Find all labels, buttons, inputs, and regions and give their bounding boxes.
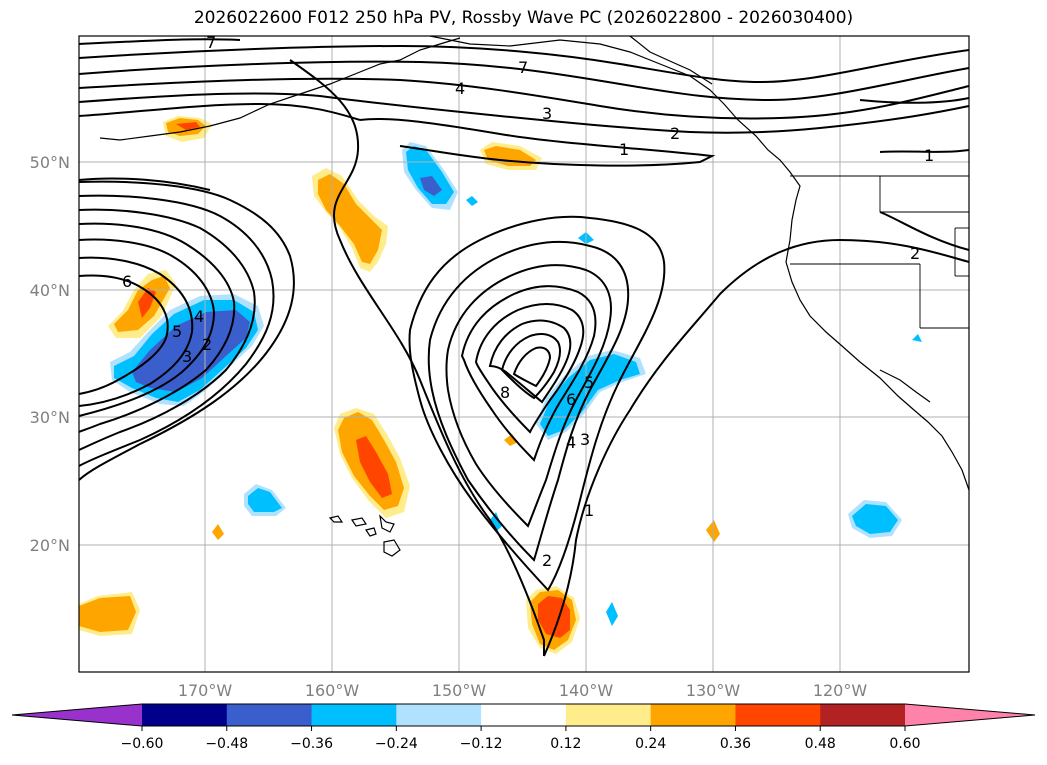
contour-label: 2 [542, 551, 552, 570]
map-frame [78, 35, 970, 673]
lon-label: 120°W [813, 681, 868, 700]
shade-dot4 [490, 512, 502, 532]
lon-labels: 170°W 160°W 150°W 140°W 130°W 120°W [178, 681, 868, 700]
colorbar-tick-label: 0.60 [889, 736, 920, 752]
colorbar-tick-label: 0.36 [720, 736, 751, 752]
contour-label: 2 [670, 124, 680, 143]
shade-152w-core [420, 176, 442, 196]
colorbar-tick-label: −0.36 [290, 736, 333, 752]
colorbar-tick-label: 0.24 [635, 736, 666, 752]
shade-165w [248, 488, 282, 512]
colorbar: −0.60 −0.48 −0.36 −0.24 −0.12 0.12 0.24 0.36 0.4… [11, 703, 1036, 752]
shade-dot5 [212, 524, 224, 540]
contour-labels: 7 7 4 3 2 1 1 2 6 5 4 3 2 8 6 5 4 3 1 2 [122, 33, 934, 570]
contour-label: 8 [500, 383, 510, 402]
shade-152w [406, 146, 454, 204]
shade-dot8 [912, 334, 922, 342]
lon-label: 150°W [432, 681, 487, 700]
colorbar-tick-label: −0.60 [121, 736, 164, 752]
shade-116w [852, 504, 898, 534]
colorbar-tick-label: 0.48 [805, 736, 836, 752]
contour-label: 1 [619, 140, 629, 159]
colorbar-segment [226, 704, 313, 726]
lat-label: 50°N [30, 153, 70, 172]
contour-label: 3 [580, 430, 590, 449]
colorbar-segment [650, 704, 736, 726]
pv-contours [78, 38, 970, 657]
shade-160w [318, 174, 382, 264]
contour-label: 4 [566, 433, 576, 452]
contour-label: 1 [924, 146, 934, 165]
contour-label: 4 [194, 307, 204, 326]
colorbar-segment [311, 704, 397, 726]
contour-label: 6 [566, 390, 576, 409]
shade-157w-core [356, 436, 392, 498]
colorbar-tick-label: −0.48 [205, 736, 248, 752]
political-borders [790, 175, 969, 329]
colorbar-extend-low [12, 704, 142, 726]
lon-label: 170°W [178, 681, 233, 700]
shade-west-blue-core [132, 310, 250, 392]
lat-label: 40°N [30, 281, 70, 300]
shade-dot7 [606, 602, 618, 626]
colorbar-segment [820, 704, 906, 726]
lon-label: 130°W [686, 681, 741, 700]
shade-aleutian-core [176, 122, 200, 130]
colorbar-segment [142, 704, 228, 726]
colorbar-segment [565, 704, 652, 726]
shade-dot3 [504, 434, 518, 446]
colorbar-tick-label: −0.12 [460, 736, 503, 752]
lat-label: 20°N [30, 536, 70, 555]
colorbar-tick-label: −0.24 [375, 736, 418, 752]
contour-label: 5 [584, 373, 594, 392]
contour-label: 3 [542, 104, 552, 123]
lat-label: 30°N [30, 408, 70, 427]
contour-label: 3 [182, 347, 192, 366]
contour-label: 4 [455, 79, 465, 98]
contour-label: 7 [206, 33, 216, 52]
shade-center-blue [540, 354, 640, 436]
lon-label: 140°W [559, 681, 614, 700]
map-title: 2026022600 F012 250 hPa PV, Rossby Wave … [193, 8, 854, 28]
contour-label: 7 [518, 58, 528, 77]
contour-label: 2 [910, 244, 920, 263]
shade-sw [79, 596, 136, 632]
shade-dot1 [466, 196, 478, 206]
colorbar-segment [481, 704, 567, 726]
colorbar-segment [735, 704, 821, 726]
contour-label: 6 [122, 272, 132, 291]
contour-label: 2 [202, 335, 212, 354]
contour-label: 1 [584, 501, 594, 520]
lon-label: 160°W [305, 681, 360, 700]
colorbar-tick-label: 0.12 [550, 736, 581, 752]
colorbar-segment [396, 704, 482, 726]
lat-labels: 50°N 40°N 30°N 20°N [30, 153, 70, 555]
shade-146w [484, 146, 536, 166]
colorbar-extend-high [905, 704, 1035, 726]
contour-label: 5 [172, 322, 182, 341]
